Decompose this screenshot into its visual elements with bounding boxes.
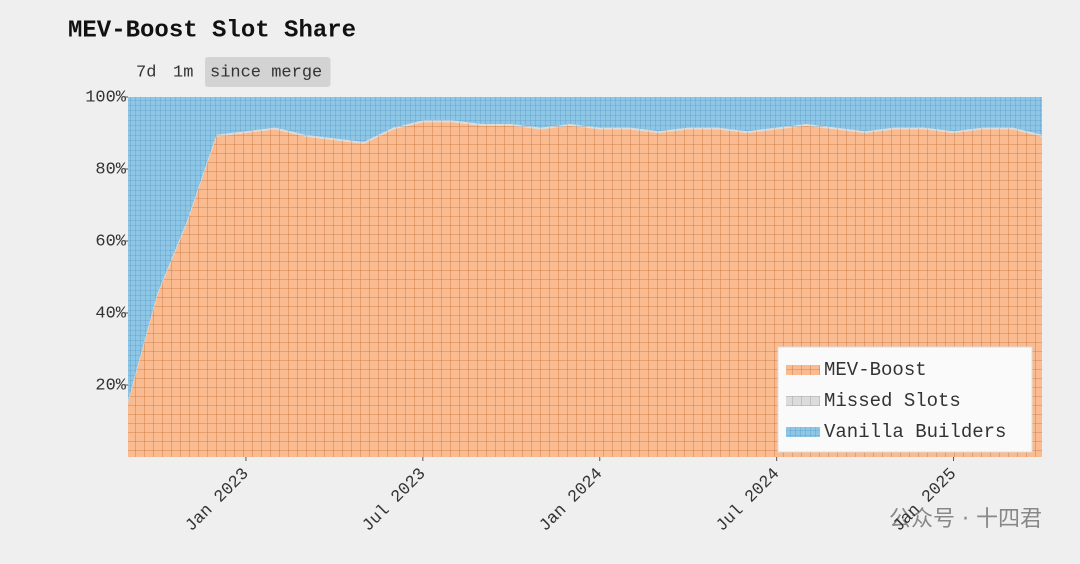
x-tick-label: Jan 2024 bbox=[536, 465, 607, 536]
legend: MEV-Boost Missed Slots Vanilla Builders bbox=[777, 346, 1033, 453]
legend-label: MEV-Boost bbox=[824, 359, 927, 381]
legend-swatch bbox=[786, 396, 820, 406]
x-tick-label: Jul 2024 bbox=[713, 465, 784, 536]
button-bg bbox=[205, 57, 331, 87]
legend-box bbox=[777, 346, 1033, 453]
watermark: 公众号 · 十四君 bbox=[889, 507, 1042, 532]
button-label: 7d bbox=[136, 63, 156, 82]
button-label: since merge bbox=[210, 63, 322, 82]
legend-swatch bbox=[786, 365, 820, 375]
range-button[interactable]: 7d bbox=[136, 63, 156, 82]
x-tick-label: Jul 2023 bbox=[359, 465, 430, 536]
y-tick-label: 20% bbox=[95, 376, 126, 395]
range-button[interactable]: 1m bbox=[173, 63, 193, 82]
y-tick-label: 40% bbox=[95, 304, 126, 323]
button-label: 1m bbox=[173, 63, 193, 82]
range-button[interactable]: since merge bbox=[205, 57, 331, 87]
legend-label: Vanilla Builders bbox=[824, 421, 1006, 443]
area bbox=[128, 97, 1042, 402]
legend-label: Missed Slots bbox=[824, 390, 961, 412]
y-tick-label: 80% bbox=[95, 160, 126, 179]
y-tick-label: 60% bbox=[95, 232, 126, 251]
chart-title: MEV-Boost Slot Share bbox=[68, 17, 356, 44]
legend-swatch bbox=[786, 427, 820, 437]
y-tick-label: 100% bbox=[85, 88, 127, 107]
x-tick-label: Jan 2023 bbox=[182, 465, 253, 536]
